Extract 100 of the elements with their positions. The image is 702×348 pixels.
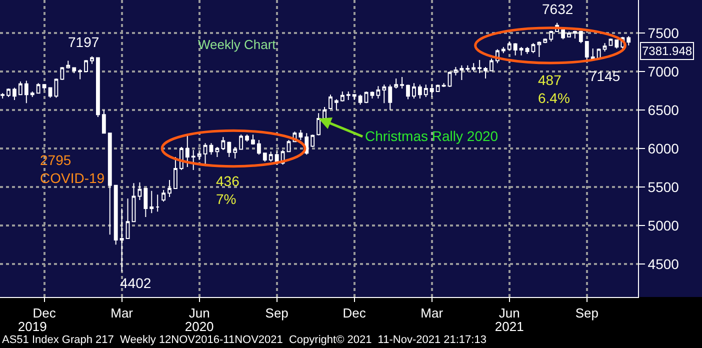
candlestick [262,152,267,162]
candlestick [376,86,380,99]
candlestick [436,84,440,92]
candlestick [567,31,571,38]
candlestick [352,94,356,101]
text: AS51 Index Graph 217 Weekly 12NOV2016-11NOV2021 Copyright© 2021 11-Nov-2021 21:17:13 [2,334,486,346]
candlestick [531,42,536,54]
x-tick-label: Mar [420,306,444,321]
candlestick [334,98,338,111]
candlestick [406,84,410,100]
candlestick [18,81,22,96]
annotation: 4402 [120,275,152,291]
candlestick [590,48,595,61]
candlestick [310,134,315,148]
candlestick [268,151,273,162]
x2-tick-label: 2020 [184,319,214,334]
candlestick [454,66,458,76]
candlestick [144,188,148,218]
candlestick [156,194,160,212]
candlestick [328,94,332,109]
candlestick [626,36,631,46]
candlestick [507,41,512,51]
candlestick [358,94,362,106]
x-tick-label: Sep [265,306,288,321]
candlestick [608,38,613,46]
annotation: 2795 COVID-19 [40,152,105,186]
candlestick [60,66,64,81]
candlestick [251,134,255,146]
candlestick [424,84,428,98]
candlestick [132,182,136,222]
candlestick [12,87,16,101]
candlestick [578,30,583,44]
candlestick [42,84,46,91]
candlestick [316,112,321,136]
candlestick [543,38,548,44]
candlestick [108,132,112,236]
candlestick [501,46,506,54]
candlestick [114,184,118,246]
candlestick [48,87,52,98]
candlestick [30,91,34,98]
candlestick [478,60,482,74]
annotation: 7632 [542,1,574,17]
candlestick [466,64,470,72]
x-tick-label: Dec [342,306,366,321]
annotation: Christmas Rally 2020 [365,128,498,144]
candlestick [138,182,142,201]
candlestick [174,156,178,190]
candlestick [370,91,374,99]
annotation: 7197 [68,34,100,50]
candlestick [215,146,220,158]
candlestick [120,208,124,272]
candlestick [322,106,326,119]
candlestick [346,91,350,101]
candlestick [614,40,619,49]
candlestick [66,60,70,69]
x2-tick-label: 2019 [18,319,47,334]
y-tick-label: 5000 [648,217,680,234]
annotation: 7381.948 [642,44,692,58]
candlestick [102,110,106,134]
x-tick-label: Mar [110,306,134,321]
candlestick [602,42,607,52]
candlestick [36,82,40,94]
annotation: 436 7% [216,173,240,208]
candlestick [490,58,494,72]
candlestick [484,66,488,79]
candlestick [549,30,554,42]
candlestick [197,151,202,161]
candlestick [90,56,94,64]
candlestick [162,190,166,202]
candlestick [78,68,82,80]
candlestick [24,80,28,104]
candlestick [72,67,76,74]
candlestick [245,134,249,142]
candlestick [400,76,404,89]
y-tick-label: 5500 [648,178,680,195]
x2-tick-label: 2021 [494,319,524,334]
candlestick [513,42,518,56]
candlestick [150,190,154,214]
candlestick [191,150,196,171]
candlestick [84,60,88,72]
candlestick [472,62,476,72]
candlestick [573,30,577,39]
candlestick [239,134,244,150]
candlestick [418,84,422,99]
candlestick [412,82,416,99]
candlestick [6,88,10,98]
candlestick [537,41,542,58]
y-tick-label: 6000 [648,140,680,156]
candlestick [185,134,190,168]
candlestick [388,84,392,111]
candlestick [96,57,100,118]
candlestick [227,141,232,158]
annotation: 7145 [589,68,620,84]
candlestick [519,46,524,56]
y-tick-label: 7500 [648,24,680,41]
candlestick [168,180,172,198]
x-tick-label: Sep [575,306,598,321]
y-tick-label: 7000 [648,63,680,80]
candlestick [126,198,130,240]
x-tick-label: Jun [188,306,210,321]
